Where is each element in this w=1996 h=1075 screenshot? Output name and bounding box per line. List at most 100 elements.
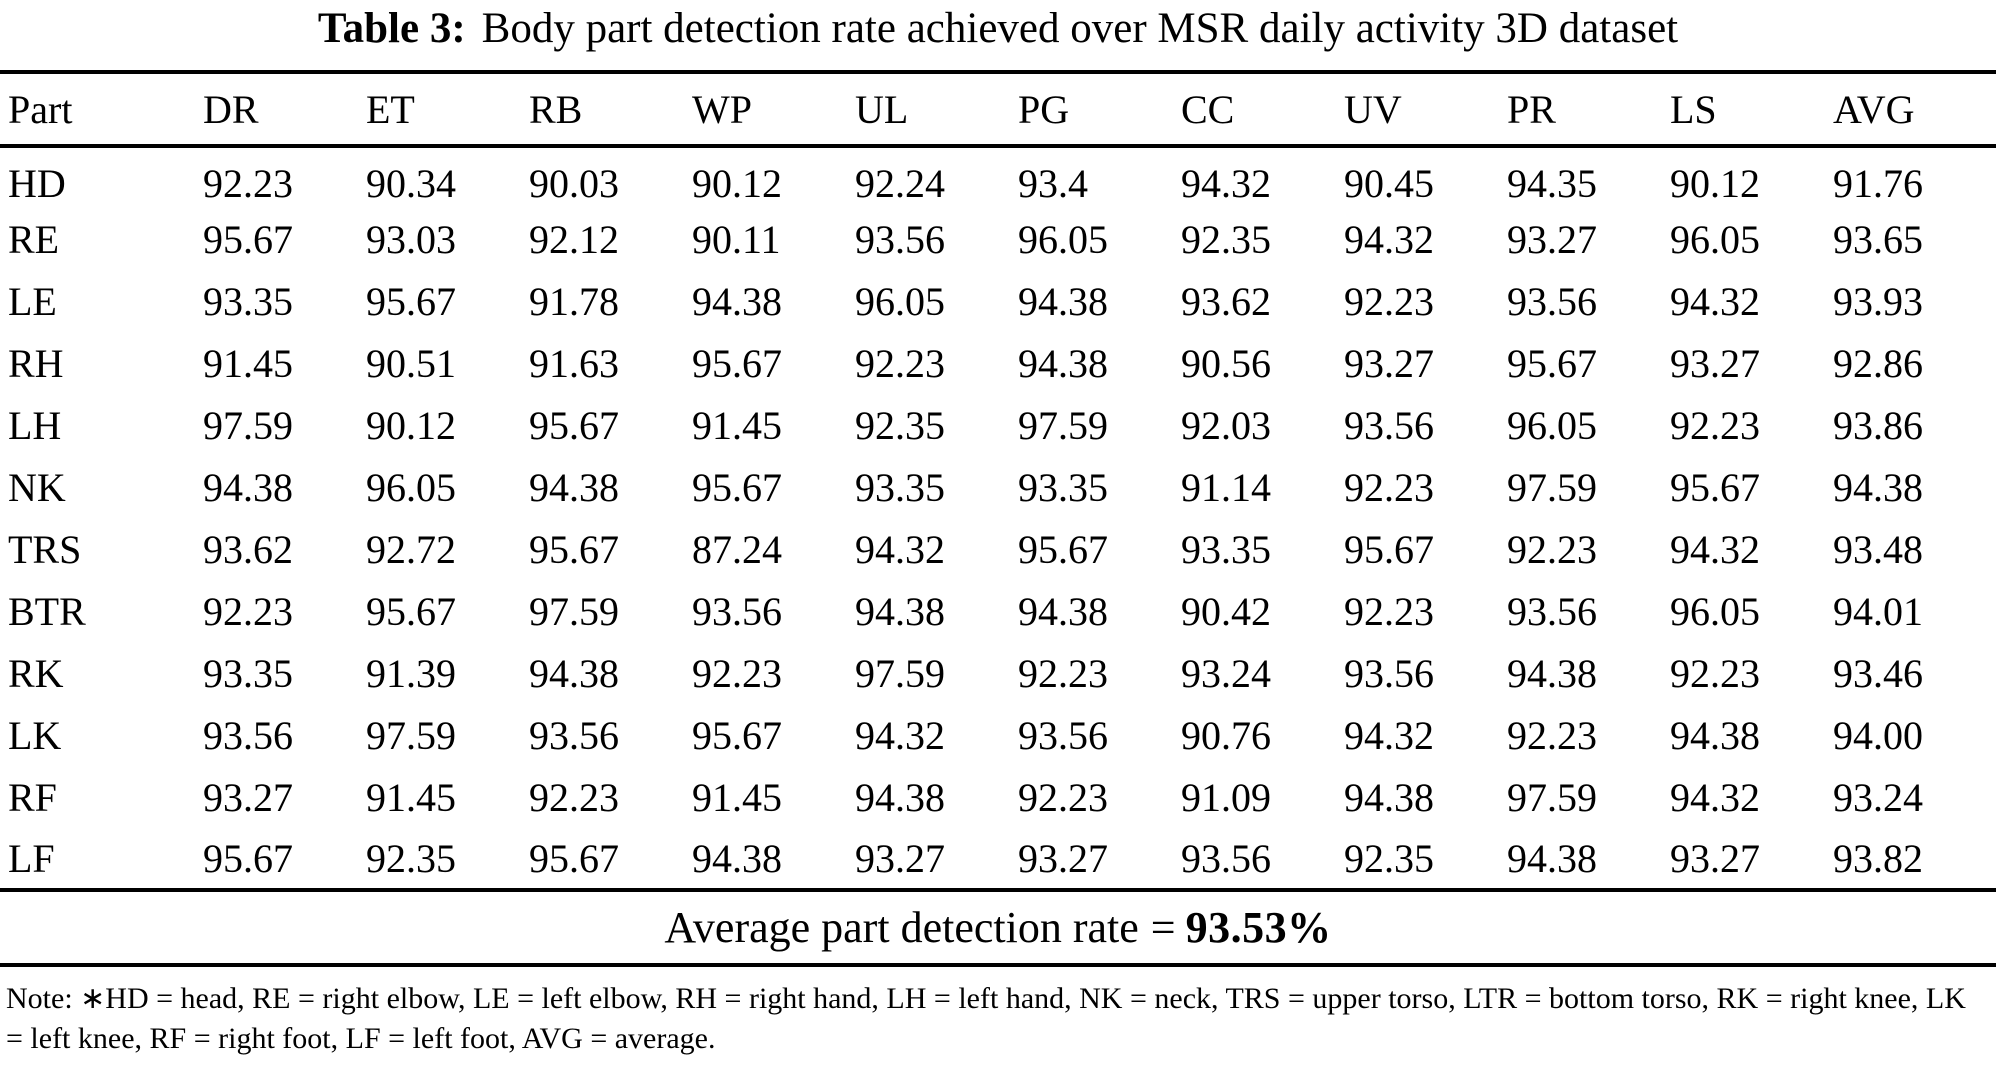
cell-value: 96.05 (1670, 216, 1760, 262)
row-label: LF (8, 835, 55, 881)
row-label: NK (8, 464, 66, 510)
header-row: Part DR ET RB WP UL PG CC UV PR LS AVG (0, 72, 1996, 146)
table-row: BTR 92.23 95.67 97.59 93.56 94.38 94.38 90.42 92… (0, 580, 1996, 642)
cell-value: 91.45 (366, 774, 456, 820)
cell-value: 92.03 (1181, 402, 1271, 448)
cell-value: 90.12 (366, 402, 456, 448)
cell-value: 94.32 (855, 526, 945, 572)
cell-value: 91.09 (1181, 774, 1271, 820)
cell-value: 90.12 (692, 160, 782, 206)
cell-value: 93.56 (1181, 835, 1271, 881)
cell-value: 97.59 (366, 712, 456, 758)
cell-value: 95.67 (692, 340, 782, 386)
cell-value: 94.32 (1670, 278, 1760, 324)
cell-value: 87.24 (692, 526, 782, 572)
cell-value: 93.27 (1670, 835, 1760, 881)
cell-value: 94.38 (1833, 464, 1923, 510)
table-caption-label: Table 3: (317, 5, 466, 52)
cell-value: 94.00 (1833, 712, 1923, 758)
cell-value: 95.67 (366, 588, 456, 634)
cell-value: 94.38 (855, 774, 945, 820)
cell-value: 94.38 (1018, 588, 1108, 634)
cell-value: 94.38 (529, 464, 619, 510)
cell-value: 92.23 (1670, 650, 1760, 696)
cell-value: 94.35 (1507, 160, 1597, 206)
cell-value: 91.78 (529, 278, 619, 324)
row-label: BTR (8, 588, 86, 634)
cell-value: 93.86 (1833, 402, 1923, 448)
cell-value: 90.11 (692, 216, 781, 262)
col-header-avg: AVG (1833, 86, 1915, 132)
row-label: RE (8, 216, 60, 262)
cell-value: 93.56 (203, 712, 293, 758)
col-header-et: ET (366, 86, 415, 132)
cell-value: 94.38 (1344, 774, 1434, 820)
table-caption: Table 3: Body part detection rate achiev… (0, 0, 1996, 70)
row-label: HD (8, 160, 66, 206)
cell-value: 95.67 (1344, 526, 1434, 572)
cell-value: 91.39 (366, 650, 456, 696)
row-label: RH (8, 340, 64, 386)
col-header-pg: PG (1018, 86, 1070, 132)
col-header-wp: WP (692, 86, 752, 132)
table-row: LH 97.59 90.12 95.67 91.45 92.35 97.59 92.03 93.… (0, 394, 1996, 456)
cell-value: 95.67 (1507, 340, 1597, 386)
table-row: TRS 93.62 92.72 95.67 87.24 94.32 95.67 93.35 95… (0, 518, 1996, 580)
table-caption-text: Body part detection rate achieved over M… (481, 5, 1679, 52)
cell-value: 93.62 (1181, 278, 1271, 324)
cell-value: 93.56 (1344, 650, 1434, 696)
row-label: LH (8, 402, 62, 448)
cell-value: 95.67 (529, 835, 619, 881)
cell-value: 97.59 (203, 402, 293, 448)
cell-value: 94.38 (855, 588, 945, 634)
cell-value: 93.27 (203, 774, 293, 820)
cell-value: 92.23 (529, 774, 619, 820)
cell-value: 95.67 (692, 464, 782, 510)
cell-value: 92.23 (1670, 402, 1760, 448)
cell-value: 91.76 (1833, 160, 1923, 206)
table-row: RH 91.45 90.51 91.63 95.67 92.23 94.38 90.56 93.… (0, 332, 1996, 394)
cell-value: 94.38 (692, 278, 782, 324)
cell-value: 96.05 (1670, 588, 1760, 634)
cell-value: 93.62 (203, 526, 293, 572)
cell-value: 92.23 (1018, 650, 1108, 696)
cell-value: 96.05 (1018, 216, 1108, 262)
col-header-ls: LS (1670, 86, 1717, 132)
cell-value: 93.27 (1670, 340, 1760, 386)
cell-value: 93.46 (1833, 650, 1923, 696)
cell-value: 93.56 (1344, 402, 1434, 448)
cell-value: 92.23 (692, 650, 782, 696)
summary-row: Average part detection rate = 93.53% (0, 892, 1996, 967)
cell-value: 92.23 (1018, 774, 1108, 820)
cell-value: 93.56 (1018, 712, 1108, 758)
cell-value: 90.45 (1344, 160, 1434, 206)
cell-value: 92.35 (1181, 216, 1271, 262)
row-label: RF (8, 774, 57, 820)
cell-value: 94.38 (692, 835, 782, 881)
cell-value: 92.35 (366, 835, 456, 881)
cell-value: 94.32 (1670, 774, 1760, 820)
cell-value: 93.03 (366, 216, 456, 262)
cell-value: 92.23 (855, 340, 945, 386)
cell-value: 96.05 (1507, 402, 1597, 448)
col-header-ul: UL (855, 86, 909, 132)
cell-value: 97.59 (855, 650, 945, 696)
cell-value: 90.42 (1181, 588, 1271, 634)
cell-value: 95.67 (203, 216, 293, 262)
cell-value: 93.24 (1833, 774, 1923, 820)
cell-value: 93.35 (1018, 464, 1108, 510)
cell-value: 91.14 (1181, 464, 1271, 510)
table-row: RK 93.35 91.39 94.38 92.23 97.59 92.23 93.24 93.… (0, 642, 1996, 704)
cell-value: 90.34 (366, 160, 456, 206)
cell-value: 93.82 (1833, 835, 1923, 881)
col-header-dr: DR (203, 86, 259, 132)
cell-value: 91.63 (529, 340, 619, 386)
cell-value: 90.76 (1181, 712, 1271, 758)
col-header-rb: RB (529, 86, 583, 132)
equals-sign: = (1150, 903, 1176, 952)
table-row: RE 95.67 93.03 92.12 90.11 93.56 96.05 92.35 94.… (0, 208, 1996, 270)
cell-value: 92.12 (529, 216, 619, 262)
cell-value: 94.32 (1344, 216, 1434, 262)
cell-value: 97.59 (1507, 774, 1597, 820)
cell-value: 94.38 (1018, 278, 1108, 324)
